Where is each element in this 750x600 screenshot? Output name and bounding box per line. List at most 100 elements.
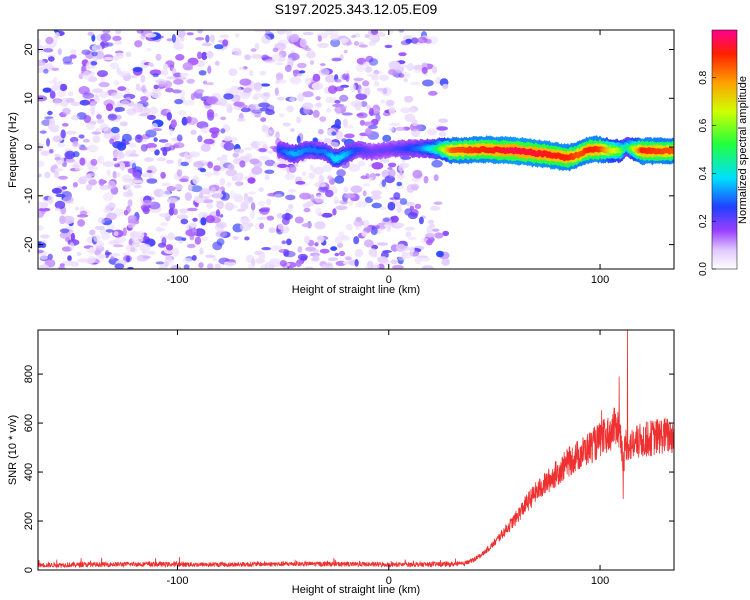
noise-blob	[177, 158, 183, 167]
noise-blob	[249, 69, 254, 77]
noise-blob	[215, 230, 228, 238]
noise-blob	[57, 89, 67, 98]
noise-blob	[159, 189, 171, 197]
noise-blob	[70, 232, 76, 241]
noise-blob	[353, 41, 360, 46]
noise-blob	[38, 207, 51, 212]
noise-blob	[70, 261, 80, 267]
noise-blob	[73, 182, 78, 188]
noise-blob	[438, 131, 447, 137]
noise-blob	[363, 61, 370, 67]
noise-blob	[62, 107, 71, 115]
noise-blob	[206, 50, 214, 59]
noise-blob	[397, 172, 405, 181]
noise-blob	[334, 99, 341, 104]
noise-blob	[174, 236, 184, 241]
noise-blob	[54, 169, 60, 179]
noise-blob	[113, 157, 118, 162]
noise-blob	[107, 180, 116, 189]
y-tick-label: 800	[23, 365, 35, 383]
noise-blob	[157, 242, 167, 248]
noise-blob	[342, 261, 351, 265]
noise-blob	[330, 246, 338, 251]
noise-blob	[371, 202, 382, 209]
noise-blob	[172, 89, 182, 94]
noise-blob	[364, 265, 374, 269]
noise-blob	[321, 264, 327, 269]
noise-blob	[120, 100, 130, 106]
noise-blob	[140, 96, 149, 102]
noise-blob	[199, 168, 207, 173]
noise-blob	[81, 175, 94, 181]
noise-blob	[54, 32, 60, 39]
noise-blob	[59, 263, 65, 267]
noise-blob	[219, 156, 228, 163]
noise-blob	[314, 194, 326, 203]
noise-blob	[230, 85, 242, 95]
noise-blob	[404, 226, 416, 231]
noise-blob	[54, 207, 61, 211]
noise-blob	[90, 61, 98, 66]
noise-blob	[182, 99, 195, 106]
noise-blob	[301, 223, 313, 228]
noise-blob	[62, 260, 74, 266]
noise-blob	[70, 101, 81, 107]
noise-blob	[49, 90, 56, 99]
noise-blob	[65, 158, 75, 163]
noise-blob	[289, 76, 302, 85]
snr-chart: -100 0 100 0 200 400 600 800 Height of straight…	[7, 329, 675, 596]
noise-blob	[395, 243, 406, 252]
noise-blob	[355, 93, 368, 100]
noise-blob	[122, 227, 127, 237]
noise-blob	[264, 159, 276, 167]
noise-blob	[312, 73, 321, 82]
noise-blob	[244, 54, 252, 61]
noise-blob	[236, 172, 244, 179]
noise-blob	[99, 91, 109, 98]
noise-blob	[186, 207, 198, 212]
noise-blob	[87, 31, 94, 36]
noise-blob	[376, 242, 389, 246]
noise-blob	[58, 175, 68, 180]
noise-blob	[335, 205, 348, 210]
noise-blob	[155, 227, 166, 232]
noise-blob	[165, 87, 174, 93]
noise-blob	[131, 106, 144, 113]
noise-blob	[274, 87, 279, 96]
noise-blob	[166, 185, 176, 192]
noise-blob	[348, 164, 361, 172]
noise-blob	[198, 70, 207, 76]
noise-blob	[195, 89, 205, 94]
noise-blob	[210, 34, 215, 43]
noise-blob	[145, 142, 157, 149]
noise-blob	[396, 181, 403, 187]
noise-blob	[382, 134, 392, 142]
noise-blob	[158, 80, 166, 88]
colorbar: 0.0 0.2 0.4 0.6 0.8 Normalized spectral ampl…	[698, 29, 749, 276]
x-tick-label: 100	[591, 575, 609, 587]
noise-blob	[242, 87, 253, 93]
noise-blob	[88, 246, 95, 255]
noise-blob	[39, 255, 49, 260]
noise-blob	[305, 77, 312, 85]
noise-blob	[431, 160, 443, 168]
noise-blob	[319, 63, 326, 67]
noise-blob	[233, 193, 243, 201]
noise-blob	[195, 37, 205, 41]
noise-blob	[240, 201, 249, 211]
x-tick-label: 0	[386, 575, 392, 587]
noise-blob	[158, 213, 170, 218]
noise-blob	[105, 103, 114, 112]
noise-blob	[223, 93, 234, 100]
noise-blob	[44, 43, 56, 49]
noise-blob	[54, 200, 66, 210]
noise-blob	[113, 231, 119, 237]
noise-blob	[104, 204, 117, 209]
noise-blob	[303, 207, 311, 213]
noise-blob	[154, 149, 160, 156]
noise-blob	[146, 178, 158, 184]
noise-blob	[429, 206, 441, 211]
noise-blob	[411, 177, 421, 183]
noise-blob	[239, 67, 245, 71]
noise-blob	[98, 178, 105, 186]
